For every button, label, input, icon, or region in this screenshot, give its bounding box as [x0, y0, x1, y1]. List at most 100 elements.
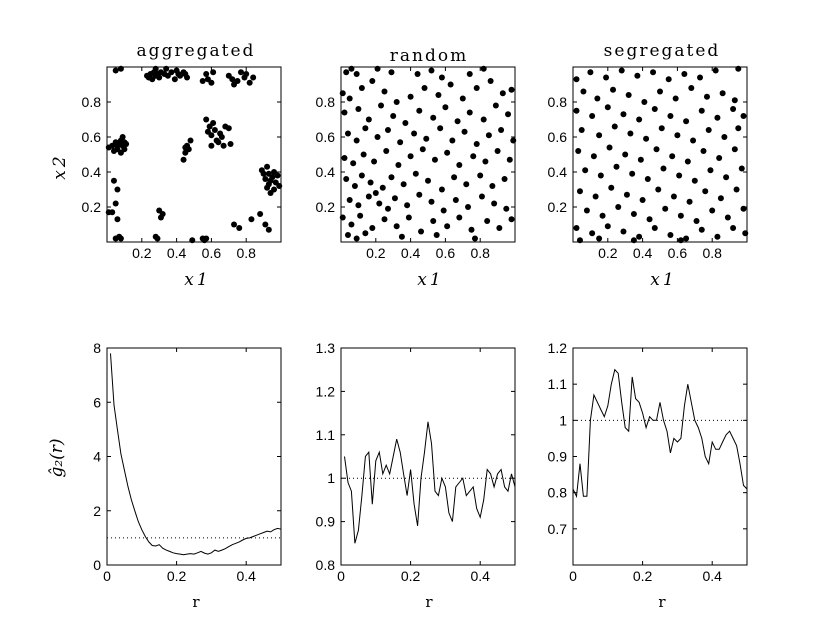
- data-point: [428, 67, 435, 74]
- data-point: [444, 149, 451, 156]
- axes-frame: [106, 347, 282, 566]
- data-point: [589, 230, 596, 237]
- data-point: [371, 158, 378, 165]
- data-point: [670, 193, 677, 200]
- data-point: [402, 120, 409, 126]
- data-point: [358, 85, 365, 91]
- data-point: [414, 71, 421, 77]
- data-point: [592, 193, 599, 200]
- data-point: [573, 76, 580, 83]
- data-point: [163, 65, 170, 72]
- y-tick-label: 0.6: [82, 129, 102, 145]
- data-point: [395, 162, 402, 168]
- series-line: [344, 421, 516, 544]
- data-point: [690, 137, 697, 144]
- data-point: [580, 88, 587, 95]
- axes-frame: [572, 347, 748, 566]
- y-tick-label: 0.2: [82, 199, 102, 215]
- data-point: [508, 86, 515, 93]
- data-point: [257, 211, 264, 217]
- data-point: [355, 202, 362, 209]
- data-point: [501, 176, 508, 182]
- data-point: [231, 221, 238, 228]
- data-point: [698, 226, 705, 233]
- data-point: [367, 179, 374, 186]
- data-point: [705, 127, 712, 133]
- data-point: [236, 225, 243, 231]
- x-tick-label: 0.4: [167, 245, 187, 261]
- data-point: [677, 237, 684, 244]
- data-point: [615, 204, 622, 210]
- data-point: [187, 137, 194, 144]
- panel-g2-segregated: 0 0.2 0.4 0.7 0.8 0.9 1 1.1 1.2 r: [548, 340, 748, 611]
- data-point: [184, 74, 191, 81]
- data-point: [117, 235, 124, 242]
- data-point: [346, 95, 353, 102]
- data-point: [343, 69, 350, 76]
- data-point: [582, 167, 589, 174]
- data-point: [248, 216, 255, 223]
- y-tick-label: 0.8: [548, 94, 568, 110]
- x-tick-label: 0.6: [668, 245, 688, 261]
- data-point: [620, 228, 627, 235]
- data-point: [381, 88, 388, 95]
- data-point: [636, 233, 643, 240]
- data-point: [400, 181, 407, 188]
- y-tick-label: 1.1: [548, 376, 568, 392]
- data-point: [590, 153, 597, 160]
- data-point: [210, 120, 217, 126]
- data-point: [412, 170, 419, 177]
- data-point: [444, 223, 451, 230]
- data-point: [471, 235, 478, 242]
- data-point: [365, 193, 372, 200]
- data-point: [454, 118, 461, 125]
- data-point: [346, 197, 353, 203]
- data-point: [243, 71, 250, 77]
- x-tick-label: 0.2: [633, 568, 653, 584]
- data-point: [478, 193, 485, 200]
- data-point: [634, 72, 641, 79]
- data-point: [491, 200, 498, 207]
- x-tick-label: 0.4: [633, 245, 653, 261]
- data-point: [700, 148, 707, 154]
- data-point: [644, 176, 651, 182]
- data-point: [662, 205, 669, 212]
- data-point: [611, 123, 618, 130]
- x-axis-label: r: [192, 593, 200, 611]
- x-tick-label: 0.6: [436, 245, 456, 261]
- data-point: [262, 221, 269, 228]
- x-tick-label: 0.2: [366, 245, 386, 261]
- y-tick-label: 2: [93, 503, 101, 519]
- y-tick-label: 1.2: [548, 340, 568, 356]
- y-tick-label: 1.1: [316, 427, 336, 443]
- data-point: [459, 95, 466, 102]
- data-point: [393, 223, 400, 230]
- data-point: [653, 146, 660, 153]
- data-point: [583, 207, 590, 214]
- data-point: [390, 113, 397, 119]
- data-point: [260, 170, 267, 177]
- data-point: [339, 90, 346, 97]
- data-point: [421, 85, 428, 91]
- data-point: [208, 132, 215, 139]
- data-point: [391, 195, 398, 202]
- data-point: [456, 162, 463, 168]
- data-point: [473, 85, 480, 91]
- data-point: [676, 172, 683, 179]
- data-point: [269, 174, 276, 181]
- axes-frame: [106, 66, 282, 243]
- y-tick-label: 0.4: [316, 164, 336, 180]
- data-point: [237, 69, 244, 76]
- y-tick-label: 4: [93, 449, 101, 465]
- x-tick-label: 0: [569, 568, 577, 584]
- y-tick-label: 0.8: [316, 94, 336, 110]
- data-point: [416, 107, 423, 114]
- panel-title: segregated: [604, 41, 721, 61]
- data-point: [637, 156, 644, 163]
- panel-title: random: [390, 46, 468, 66]
- y-tick-label: 0.4: [548, 164, 568, 180]
- data-point: [229, 76, 236, 83]
